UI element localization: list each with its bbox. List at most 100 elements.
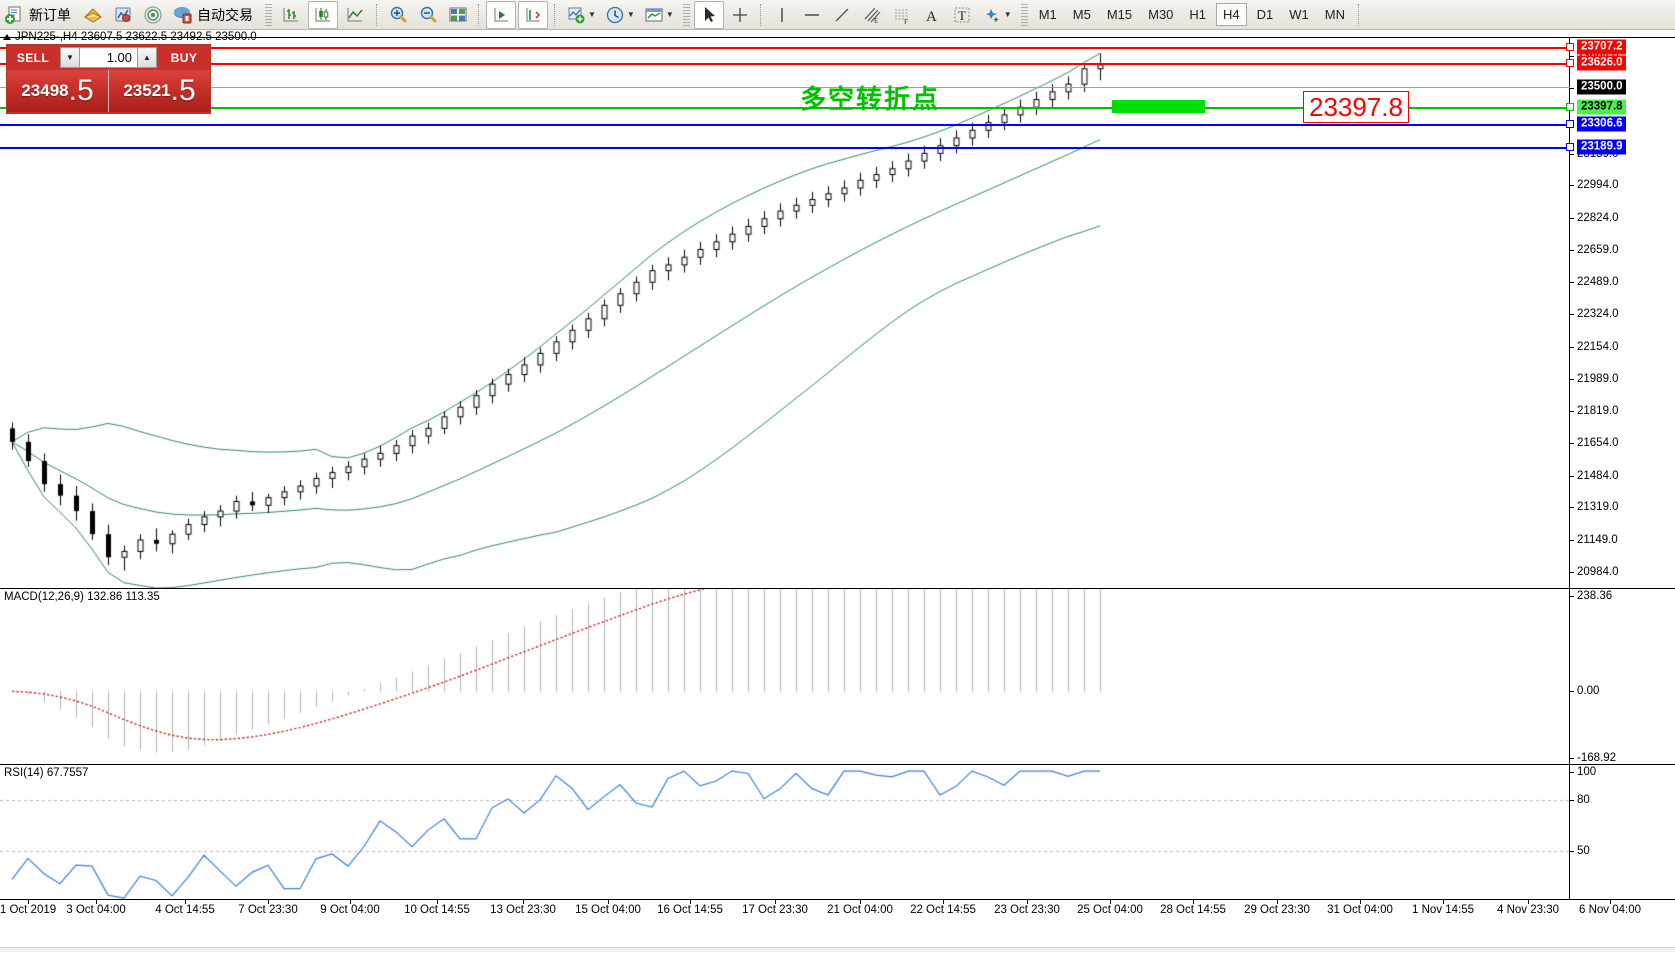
- crosshair-button[interactable]: [726, 2, 754, 28]
- price-level-line-midline[interactable]: [0, 87, 1570, 88]
- buy-button[interactable]: 23521 .5: [109, 70, 210, 112]
- turning-point-annotation[interactable]: 多空转折点: [800, 83, 941, 114]
- timeframe-m1[interactable]: M1: [1038, 7, 1057, 22]
- cursor-button[interactable]: [693, 0, 724, 29]
- price-level-handle-resistance-upper[interactable]: [1566, 43, 1574, 52]
- text-label-button[interactable]: T: [948, 2, 976, 28]
- autotrading-icon: [172, 4, 194, 26]
- templates-button[interactable]: ▼: [640, 2, 677, 28]
- price-level-label-resistance-lower[interactable]: 23626.0: [1577, 55, 1626, 71]
- time-axis-tick: [437, 900, 438, 904]
- timeframe-m5[interactable]: M5: [1072, 7, 1091, 22]
- price-level-label-midline[interactable]: 23500.0: [1577, 79, 1626, 95]
- time-axis-label: 21 Oct 04:00: [827, 904, 893, 916]
- one-click-trading-panel[interactable]: SELL ▼ 1.00 ▲ BUY 23498 .5 23521 .5: [6, 44, 211, 114]
- time-axis-tick: [1360, 900, 1361, 904]
- price-level-line-turning-point[interactable]: [0, 106, 1570, 109]
- price-level-handle-support-lower[interactable]: [1566, 142, 1574, 151]
- fibonacci-button[interactable]: F: [888, 2, 916, 28]
- timeframe-d1[interactable]: D1: [1256, 7, 1274, 22]
- price-level-line-support-lower[interactable]: [0, 146, 1570, 149]
- price-plot-area[interactable]: [0, 38, 1570, 589]
- equidistant-channel-button[interactable]: E: [858, 2, 886, 28]
- turning-point-zone[interactable]: [1112, 99, 1205, 113]
- time-axis-label: 29 Oct 23:30: [1244, 904, 1310, 916]
- trendline-button[interactable]: [828, 2, 856, 28]
- price-axis-tick: 21319.0: [1570, 501, 1619, 513]
- bar-chart-button[interactable]: [79, 2, 107, 28]
- price-level-label-turning-point[interactable]: 23397.8: [1577, 99, 1626, 115]
- price-box-annotation[interactable]: 23397.8: [1303, 90, 1409, 123]
- indicators-dropdown-arrow[interactable]: ▼: [588, 10, 596, 19]
- line-chart-button[interactable]: [340, 1, 370, 29]
- price-level-label-support-lower[interactable]: 23189.9: [1577, 139, 1626, 155]
- chart-shift-button[interactable]: [518, 0, 548, 29]
- autoscroll-button[interactable]: [486, 0, 516, 29]
- signals-button[interactable]: [139, 2, 167, 28]
- candlestick-chart-button[interactable]: [308, 0, 338, 29]
- timeframe-h1[interactable]: H1: [1189, 7, 1207, 22]
- timeframe-w1[interactable]: W1: [1289, 7, 1309, 22]
- price-level-line-resistance-lower[interactable]: [0, 62, 1570, 65]
- time-axis-tick: [690, 900, 691, 904]
- toolbar-grip-3[interactable]: [1020, 3, 1028, 26]
- price-level-label-resistance-upper[interactable]: 23707.2: [1577, 39, 1626, 55]
- price-canvas[interactable]: [0, 38, 1570, 588]
- price-level-handle-turning-point[interactable]: [1566, 102, 1574, 111]
- macd-plot-area[interactable]: [0, 589, 1570, 765]
- timeframe-m30[interactable]: M30: [1148, 7, 1174, 22]
- data-window-button[interactable]: [444, 2, 472, 28]
- macd-axis[interactable]: 238.36 0.00 -168.92: [1569, 589, 1675, 765]
- timeframe-h4[interactable]: H4: [1216, 3, 1247, 26]
- terminal-button[interactable]: [109, 2, 137, 28]
- objects-dropdown-arrow[interactable]: ▼: [1003, 10, 1012, 19]
- price-level-label-support-upper[interactable]: 23306.6: [1577, 116, 1626, 132]
- text-button[interactable]: A: [918, 2, 946, 28]
- volume-decrease-button[interactable]: ▼: [60, 47, 80, 68]
- autotrading-button[interactable]: 自动交易: [169, 2, 259, 28]
- volume-input[interactable]: 1.00: [80, 47, 137, 68]
- rsi-label: RSI(14) 67.7557: [4, 767, 89, 779]
- price-level-line-resistance-upper[interactable]: [0, 47, 1570, 50]
- time-axis-label: 16 Oct 14:55: [657, 904, 723, 916]
- price-level-handle-resistance-lower[interactable]: [1566, 58, 1574, 67]
- macd-axis-tick: 0.00: [1570, 685, 1599, 697]
- horizontal-line-button[interactable]: [798, 2, 826, 28]
- sell-button[interactable]: 23498 .5: [7, 70, 109, 112]
- macd-pane[interactable]: MACD(12,26,9) 132.86 113.35 238.36 0.00 -1…: [0, 588, 1675, 765]
- templates-dropdown-arrow[interactable]: ▼: [665, 10, 674, 19]
- svg-text:A: A: [926, 9, 937, 25]
- chart-title-text: JPN225-,H4 23607.5 23622.5 23492.5 23500…: [15, 31, 257, 43]
- macd-canvas[interactable]: [0, 589, 1570, 764]
- sell-price-main: 23498: [21, 81, 69, 100]
- svg-text:E: E: [874, 17, 878, 25]
- periods-dropdown-arrow[interactable]: ▼: [626, 10, 635, 19]
- price-pane[interactable]: 23664.023500.023159.022994.022824.022659…: [0, 37, 1675, 589]
- toolbar-grip-1[interactable]: [265, 3, 272, 26]
- objects-icon: [981, 4, 1003, 26]
- zoom-out-button[interactable]: [414, 2, 442, 28]
- buy-price-main: 23521: [123, 81, 171, 100]
- bar-chart-type-button[interactable]: [276, 1, 306, 29]
- chart-collapse-icon[interactable]: [3, 34, 11, 40]
- vertical-line-button[interactable]: [768, 2, 796, 28]
- timeframe-m15[interactable]: M15: [1106, 7, 1133, 22]
- time-axis[interactable]: 1 Oct 2019 3 Oct 04:00 4 Oct 14:55 7 Oct 23…: [0, 899, 1675, 953]
- objects-button[interactable]: ▼: [978, 2, 1015, 28]
- zoom-in-button[interactable]: [384, 2, 412, 28]
- timeframe-mn[interactable]: MN: [1324, 7, 1345, 22]
- price-level-handle-support-upper[interactable]: [1566, 120, 1574, 129]
- indicators-button[interactable]: ▼: [562, 2, 599, 28]
- toolbar-grip-2[interactable]: [682, 3, 690, 26]
- periods-button[interactable]: ▼: [601, 2, 638, 28]
- data-window-icon: [447, 4, 469, 26]
- candlestick-chart-icon: [312, 4, 334, 26]
- rsi-axis-tick: 80: [1570, 794, 1590, 806]
- price-level-line-support-upper[interactable]: [0, 124, 1570, 127]
- chart-title-bar: JPN225-,H4 23607.5 23622.5 23492.5 23500…: [0, 30, 257, 44]
- new-order-button[interactable]: 新订单: [1, 2, 77, 28]
- volume-increase-button[interactable]: ▲: [137, 47, 157, 68]
- price-axis-tick: 21149.0: [1570, 534, 1618, 546]
- volume-stepper[interactable]: ▼ 1.00 ▲: [60, 47, 157, 68]
